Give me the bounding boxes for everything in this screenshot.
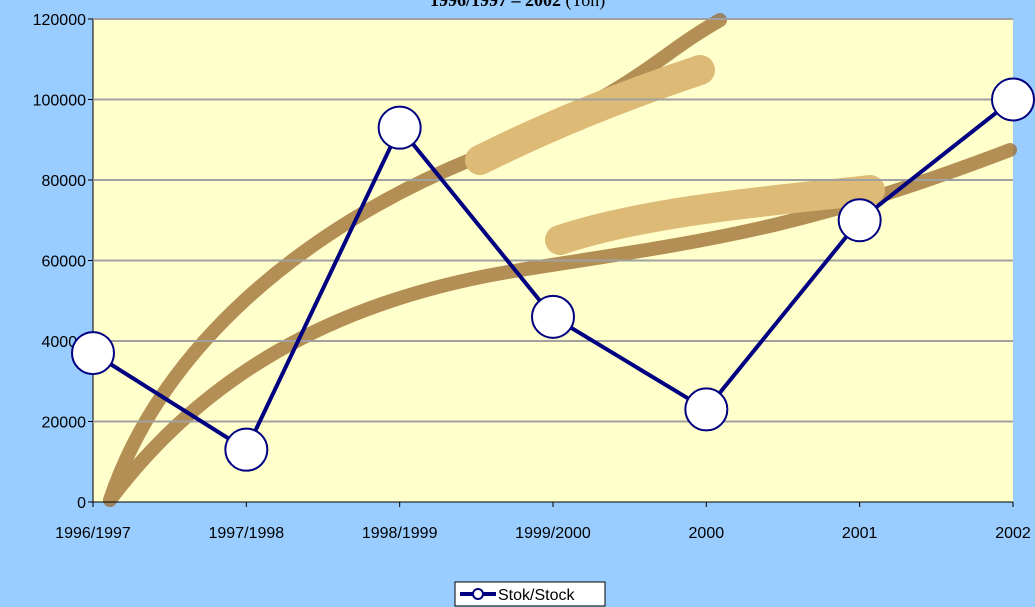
y-tick-label: 20000 xyxy=(42,415,87,432)
point-marker xyxy=(991,77,1035,122)
y-tick-label: 120000 xyxy=(33,12,86,29)
legend: Stok/Stock xyxy=(454,581,606,607)
y-tick-label: 100000 xyxy=(33,93,86,110)
x-tick-label: 1997/1998 xyxy=(209,525,285,542)
point-marker xyxy=(71,331,115,376)
y-tick-label: 0 xyxy=(77,495,86,512)
title-text: 1996/1997 – 2002 xyxy=(430,0,561,10)
x-tick-label: 2002 xyxy=(995,525,1031,542)
point-marker xyxy=(531,294,575,339)
x-tick-label: 1998/1999 xyxy=(362,525,438,542)
point-marker xyxy=(224,427,269,472)
x-tick-label: 2001 xyxy=(842,525,878,542)
legend-marker xyxy=(472,588,484,600)
chart-title: 1996/1997 – 2002 (Ton) xyxy=(430,0,605,11)
point-marker xyxy=(377,105,422,150)
legend-label: Stok/Stock xyxy=(498,587,575,604)
y-tick-label: 60000 xyxy=(42,254,87,271)
point-marker xyxy=(837,198,882,243)
y-tick-label: 80000 xyxy=(42,173,87,190)
x-tick-label: 1996/1997 xyxy=(55,525,131,542)
title-unit: (Ton) xyxy=(566,0,606,11)
x-tick-label: 1999/2000 xyxy=(515,525,591,542)
point-marker xyxy=(684,387,729,432)
x-tick-label: 2000 xyxy=(689,525,725,542)
